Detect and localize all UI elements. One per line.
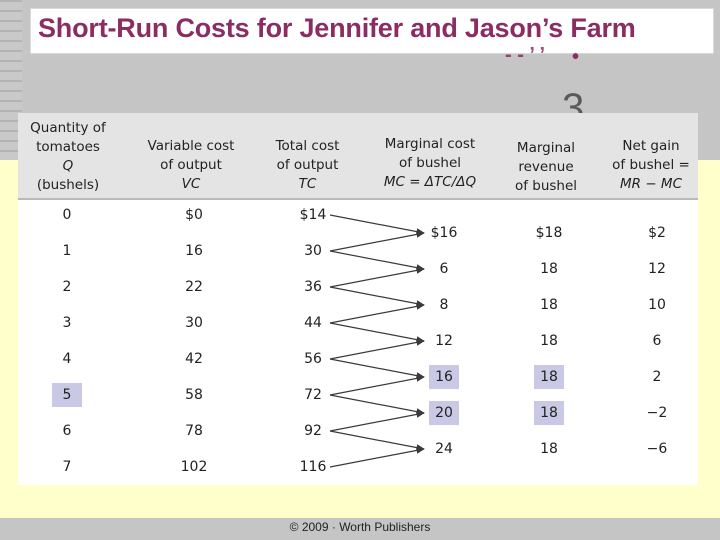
marginal-cost-cell: 20 — [435, 405, 453, 421]
ghost-chapter-mark: • — [572, 46, 580, 68]
net-gain-cell: $2 — [648, 225, 666, 241]
quantity-cell: 3 — [62, 315, 72, 331]
marginal-revenue-cell: 18 — [540, 333, 558, 349]
variable-cost-cell: 16 — [185, 243, 203, 259]
quantity-cell: 5 — [62, 387, 72, 403]
highlight-quantity — [52, 383, 82, 407]
marginal-cost-cell: 12 — [435, 333, 453, 349]
header-marginal-revenue: Marginal revenue of bushel — [500, 139, 592, 196]
header-vc-symbol: VC — [181, 176, 201, 192]
header-vc-line2: of output — [160, 157, 222, 173]
quantity-cell: 2 — [62, 279, 72, 295]
header-quantity-symbol: Q — [62, 158, 74, 174]
header-marginal-cost: Marginal cost of bushel MC = ΔTC/ΔQ — [370, 135, 490, 192]
table-header: Quantity of tomatoes Q (bushels) Variabl… — [18, 113, 698, 200]
marginal-cost-cell: 8 — [439, 297, 449, 313]
variable-cost-cell: $0 — [185, 207, 203, 223]
marginal-revenue-cell: 18 — [540, 441, 558, 457]
net-gain-cell: 6 — [652, 333, 662, 349]
net-gain-cell: 2 — [652, 369, 662, 385]
slide-title: Short-Run Costs for Jennifer and Jason’s… — [38, 13, 636, 43]
header-mr-line1: Marginal — [516, 140, 576, 156]
marginal-cost-cell: $16 — [430, 225, 458, 241]
marginal-revenue-cell: 18 — [540, 369, 558, 385]
total-cost-cell: 92 — [304, 423, 322, 439]
header-mr-line2: revenue — [518, 159, 574, 175]
ghost-chapter-text: - - ’ ’ — [505, 44, 545, 66]
header-total-cost: Total cost of output TC — [260, 137, 355, 194]
header-net-gain: Net gain of bushel = MR − MC — [604, 137, 698, 194]
total-cost-cell: 44 — [304, 315, 322, 331]
header-stripe-decoration — [0, 0, 22, 160]
marginal-revenue-cell: 18 — [540, 405, 558, 421]
variable-cost-cell: 58 — [185, 387, 203, 403]
marginal-revenue-cell: 18 — [540, 297, 558, 313]
slide-footer-band — [0, 518, 720, 540]
total-cost-cell: $14 — [299, 207, 327, 223]
highlight-marginal-revenue — [534, 401, 564, 425]
total-cost-cell: 30 — [304, 243, 322, 259]
total-cost-cell: 116 — [299, 459, 327, 475]
variable-cost-cell: 22 — [185, 279, 203, 295]
header-quantity-unit: (bushels) — [36, 177, 100, 193]
highlight-marginal-cost — [429, 401, 459, 425]
header-net-line2: of bushel = — [612, 157, 690, 173]
highlight-marginal-cost — [429, 365, 459, 389]
highlight-marginal-revenue — [534, 365, 564, 389]
header-mc-line1: Marginal cost — [384, 136, 476, 152]
quantity-cell: 0 — [62, 207, 72, 223]
variable-cost-cell: 42 — [185, 351, 203, 367]
net-gain-cell: −2 — [646, 405, 668, 421]
cost-table-panel: Quantity of tomatoes Q (bushels) Variabl… — [18, 113, 698, 485]
marginal-cost-cell: 16 — [435, 369, 453, 385]
title-box — [30, 8, 714, 54]
header-quantity-line1: Quantity of — [30, 120, 106, 136]
total-cost-cell: 72 — [304, 387, 322, 403]
header-mc-line2: of bushel — [398, 155, 462, 171]
quantity-cell: 7 — [62, 459, 72, 475]
marginal-cost-cell: 6 — [439, 261, 449, 277]
copyright-notice: © 2009 · Worth Publishers — [289, 520, 431, 534]
header-tc-line1: Total cost — [275, 138, 340, 154]
header-mc-formula: MC = ΔTC/ΔQ — [383, 174, 477, 190]
variable-cost-cell: 30 — [185, 315, 203, 331]
header-variable-cost: Variable cost of output VC — [136, 137, 246, 194]
variable-cost-cell: 102 — [180, 459, 208, 475]
net-gain-cell: −6 — [646, 441, 668, 457]
header-vc-line1: Variable cost — [147, 138, 235, 154]
quantity-cell: 4 — [62, 351, 72, 367]
quantity-cell: 1 — [62, 243, 72, 259]
quantity-cell: 6 — [62, 423, 72, 439]
marginal-revenue-cell: 18 — [540, 261, 558, 277]
header-tc-symbol: TC — [298, 176, 317, 192]
variable-cost-cell: 78 — [185, 423, 203, 439]
net-gain-cell: 12 — [648, 261, 666, 277]
marginal-revenue-cell: $18 — [535, 225, 563, 241]
total-cost-cell: 56 — [304, 351, 322, 367]
header-net-line1: Net gain — [622, 138, 680, 154]
header-mr-line3: of bushel — [514, 178, 578, 194]
header-net-formula: MR − MC — [620, 176, 682, 192]
header-quantity-line2: tomatoes — [36, 139, 100, 155]
marginal-cost-cell: 24 — [435, 441, 453, 457]
total-cost-cell: 36 — [304, 279, 322, 295]
net-gain-cell: 10 — [648, 297, 666, 313]
header-tc-line2: of output — [276, 157, 339, 173]
header-quantity: Quantity of tomatoes Q (bushels) — [20, 119, 116, 195]
